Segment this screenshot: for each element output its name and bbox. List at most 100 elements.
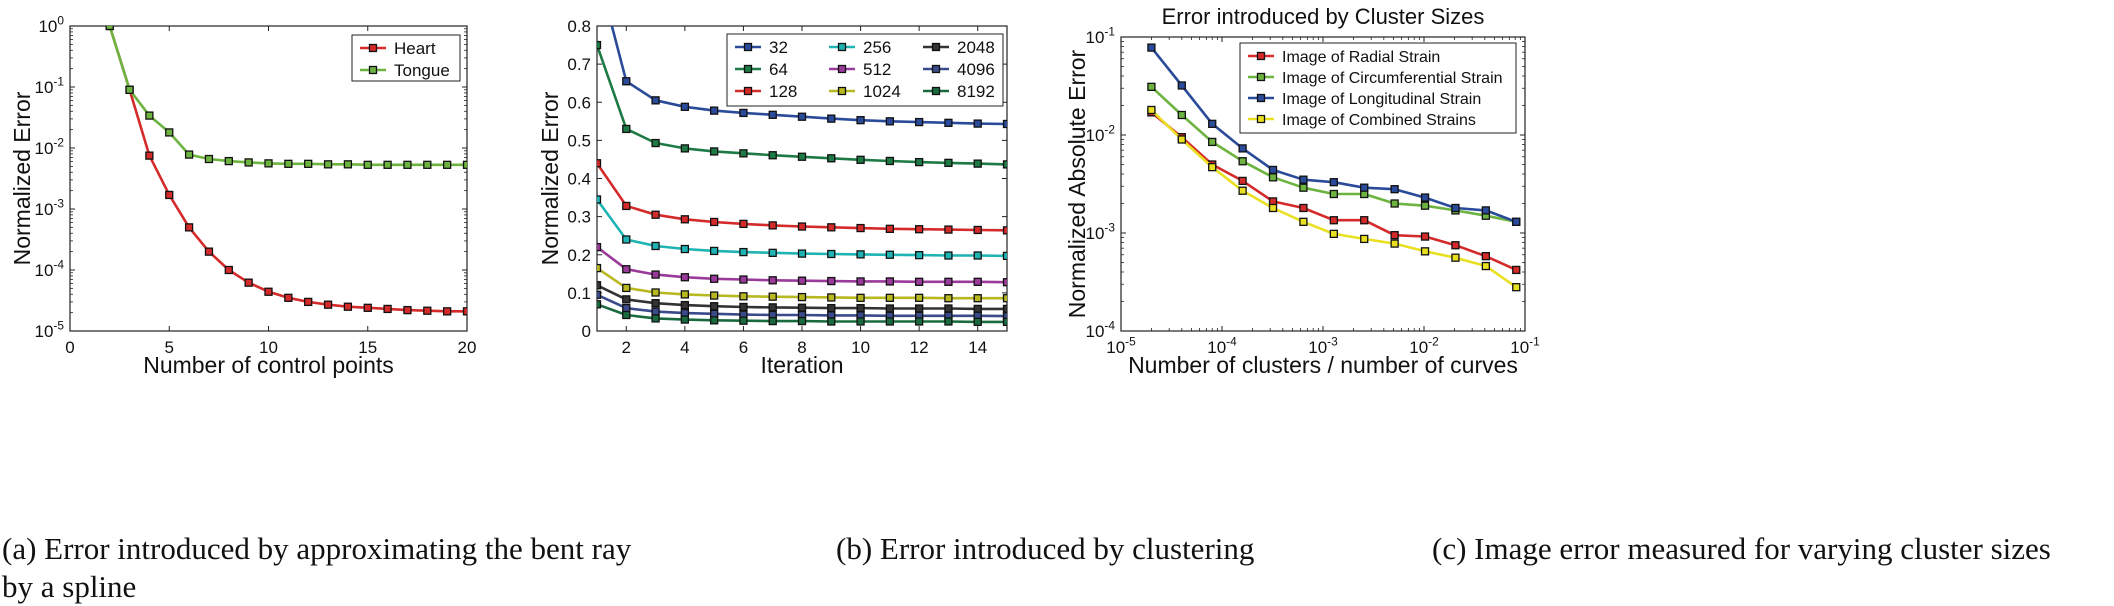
- x-tick-label: 10-3: [1308, 334, 1338, 357]
- data-point: [1268, 173, 1278, 182]
- data-point: [1208, 119, 1217, 128]
- data-point: [651, 299, 660, 308]
- x-tick-label: 8: [797, 338, 806, 357]
- data-point: [651, 307, 660, 316]
- legend-entry-label: Image of Radial Strain: [1282, 49, 1440, 66]
- data-point: [651, 210, 660, 219]
- data-point: [1329, 178, 1338, 187]
- data-point: [680, 102, 690, 111]
- data-point: [827, 223, 836, 232]
- data-point: [768, 248, 777, 257]
- data-point: [709, 316, 719, 325]
- data-point: [651, 96, 660, 105]
- y-tick-label: 10-3: [1086, 220, 1116, 243]
- data-point: [1481, 261, 1490, 271]
- data-point: [1420, 247, 1430, 256]
- data-point: [1238, 144, 1247, 153]
- data-point: [827, 154, 836, 163]
- data-point: [651, 270, 660, 279]
- caption-a-label: (a): [2, 531, 37, 566]
- series-group: [1147, 43, 1521, 292]
- y-axis-label: Normalized Error: [537, 91, 563, 265]
- data-point: [973, 119, 982, 128]
- data-point: [827, 303, 836, 313]
- data-point: [1390, 199, 1399, 208]
- data-point: [856, 303, 865, 313]
- data-point: [622, 310, 631, 320]
- data-point: [651, 241, 660, 251]
- y-tick-label: 0.8: [567, 17, 591, 36]
- data-point: [768, 316, 777, 326]
- data-point: [885, 224, 895, 233]
- data-point: [1360, 216, 1369, 225]
- y-tick-label: 10-3: [35, 196, 65, 219]
- x-tick-label: 10: [851, 338, 870, 357]
- data-point: [739, 316, 748, 325]
- data-point: [885, 117, 895, 126]
- data-point: [1002, 278, 1007, 287]
- data-point: [442, 160, 452, 169]
- legend-box: [1239, 42, 1517, 134]
- y-tick-label: 0.1: [567, 284, 591, 303]
- data-point: [709, 147, 719, 156]
- data-point: [944, 304, 953, 313]
- legend-swatch-marker: [368, 65, 378, 75]
- data-point: [885, 250, 895, 259]
- data-point: [363, 160, 372, 169]
- data-point: [597, 290, 602, 299]
- data-point: [383, 160, 392, 169]
- data-point: [165, 128, 174, 137]
- data-point: [856, 277, 865, 286]
- legend-swatch-marker: [1256, 114, 1266, 124]
- data-point: [224, 265, 233, 275]
- series-group: [597, 26, 1007, 327]
- caption-b-text: Error introduced by clustering: [879, 531, 1255, 566]
- data-point: [184, 150, 194, 159]
- x-axis-label: Number of clusters / number of curves: [1128, 352, 1518, 378]
- data-point: [1451, 203, 1460, 213]
- caption-a: (a) Error introduced by approximating th…: [2, 530, 702, 606]
- legend-entry-label: 128: [769, 82, 797, 101]
- data-point: [651, 138, 660, 148]
- data-point: [914, 277, 924, 286]
- data-point: [462, 160, 467, 169]
- data-point: [680, 300, 690, 310]
- data-point: [284, 293, 293, 302]
- data-point: [1147, 105, 1156, 115]
- legend-swatch-marker: [368, 43, 378, 53]
- data-point: [597, 159, 602, 168]
- data-point: [973, 251, 982, 260]
- data-point: [1238, 157, 1247, 166]
- legend-entry-label: Image of Circumferential Strain: [1282, 70, 1503, 87]
- data-point: [797, 152, 807, 161]
- y-tick-label: 10-4: [35, 257, 65, 280]
- data-point: [914, 317, 924, 326]
- data-point: [797, 249, 807, 258]
- data-point: [622, 235, 631, 244]
- data-point: [1299, 203, 1308, 213]
- data-point: [885, 304, 895, 313]
- data-point: [423, 306, 432, 315]
- data-point: [944, 277, 953, 286]
- data-point: [403, 160, 412, 169]
- data-point: [709, 217, 719, 227]
- data-point: [622, 124, 631, 134]
- x-axis-label: Number of control points: [143, 352, 394, 378]
- data-point: [1299, 217, 1308, 226]
- data-point: [1268, 165, 1278, 175]
- legend-entry-label: Image of Combined Strains: [1282, 112, 1476, 129]
- y-tick-label: 10-1: [1086, 24, 1116, 47]
- y-tick-label: 0.5: [567, 131, 591, 150]
- data-point: [739, 149, 748, 158]
- y-axis-label: Normalized Absolute Error: [1064, 49, 1090, 318]
- legend-entry-label: Image of Longitudinal Strain: [1282, 91, 1481, 108]
- data-point: [1238, 176, 1247, 186]
- x-tick-label: 12: [910, 338, 929, 357]
- data-point: [944, 225, 953, 234]
- x-tick-label: 10-2: [1409, 334, 1439, 357]
- data-point: [1002, 119, 1007, 129]
- data-point: [651, 288, 660, 297]
- legend-swatch-marker: [743, 64, 753, 74]
- chart-title: Error introduced by Cluster Sizes: [1162, 4, 1485, 29]
